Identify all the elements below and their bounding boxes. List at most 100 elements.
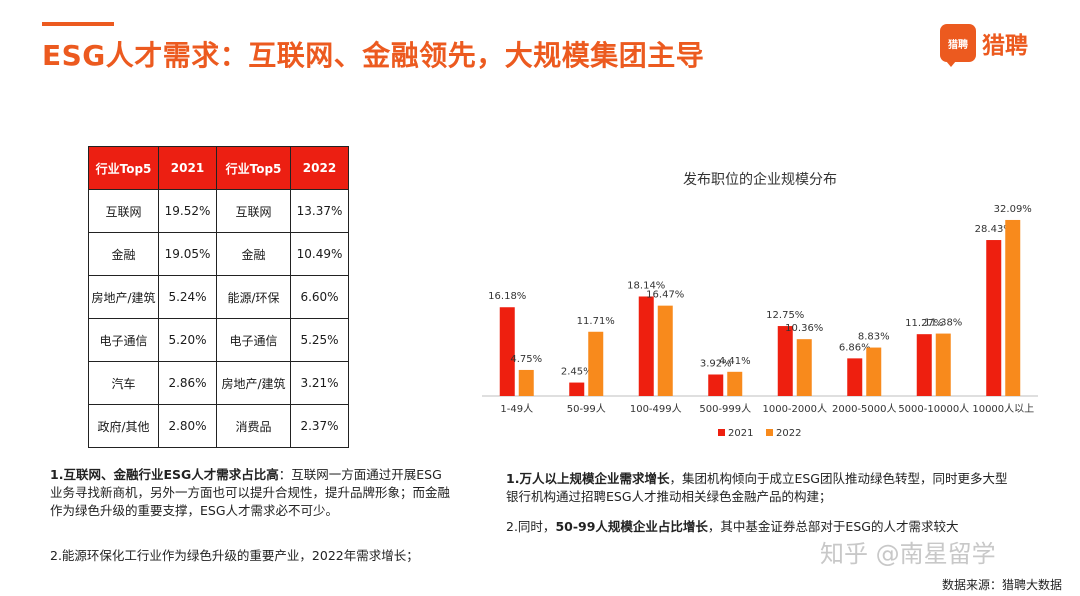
x-tick-label: 1-49人 (500, 403, 533, 415)
bar-2021 (499, 307, 515, 396)
bar-data-label: 11.38% (924, 318, 962, 329)
table-cell: 19.05% (158, 232, 217, 276)
table-cell: 能源/环保 (216, 275, 291, 319)
bar-2022 (1005, 219, 1021, 396)
table-header-cell: 行业Top5 (216, 146, 291, 190)
x-tick-label: 10000人以上 (972, 403, 1034, 415)
industry-top5-table: 行业Top5 2021 行业Top5 2022 互联网 19.52% 互联网 13.3… (88, 146, 349, 448)
bar-data-label: 4.75% (510, 354, 542, 365)
table-cell: 3.21% (290, 361, 349, 405)
table-cell: 政府/其他 (88, 404, 159, 448)
table-header-cell: 2022 (290, 146, 349, 190)
table-cell: 19.52% (158, 189, 217, 233)
table-cell: 10.49% (290, 232, 349, 276)
table-cell: 金融 (216, 232, 291, 276)
table-header-cell: 行业Top5 (88, 146, 159, 190)
liepin-logo-icon: 猎聘 (940, 24, 976, 67)
table-cell: 5.24% (158, 275, 217, 319)
table-body: 互联网 19.52% 互联网 13.37% 金融 19.05% 金融 10.49% 房地产/建筑… (88, 189, 349, 448)
table-row: 金融 19.05% 金融 10.49% (88, 232, 349, 276)
legend-label: 2022 (776, 428, 801, 439)
note-right-1-text: ，集团机构倾向于成立ESG团队推动绿色转型，同时更多大型银行机构通过招聘ESG人… (506, 471, 1008, 504)
title-accent-bar (42, 22, 114, 26)
bar-data-label: 11.71% (577, 316, 615, 327)
table-cell: 2.80% (158, 404, 217, 448)
x-tick-label: 100-499人 (630, 403, 682, 415)
bar-2021 (777, 326, 793, 396)
note-left-1-text: ：互联网一方面通过开展ESG业务寻找新商机，另外一方面也可以提升合规性，提升品牌… (50, 467, 451, 518)
table-cell: 汽车 (88, 361, 159, 405)
table-cell: 13.37% (290, 189, 349, 233)
bar-2022 (935, 333, 951, 396)
legend-swatch-2022 (766, 429, 773, 436)
note-left-1: 1.互联网、金融行业ESG人才需求占比高：互联网一方面通过开展ESG业务寻找新商… (50, 466, 450, 520)
watermark: 知乎 @南星留学 (820, 540, 996, 568)
note-right-2-text: ，其中基金证券总部对于ESG的人才需求较大 (707, 519, 959, 534)
bar-2021 (847, 358, 863, 396)
bar-2021 (916, 334, 932, 396)
table-cell: 2.37% (290, 404, 349, 448)
bar-2022 (588, 331, 604, 396)
bar-2021 (638, 296, 654, 396)
table-header-row: 行业Top5 2021 行业Top5 2022 (88, 146, 349, 190)
chart-title: 发布职位的企业规模分布 (683, 171, 837, 188)
bar-data-label: 11.27% (905, 318, 943, 329)
bar-2021 (569, 382, 585, 396)
bar-2022 (796, 339, 812, 396)
legend-swatch-2021 (718, 429, 725, 436)
bar-data-label: 2.45% (561, 367, 593, 378)
bar-data-label: 6.86% (839, 342, 871, 353)
table-cell: 金融 (88, 232, 159, 276)
bar-data-label: 10.36% (785, 323, 823, 334)
bar-data-label: 18.14% (627, 280, 665, 291)
brand-name: 猎聘 (982, 33, 1028, 59)
bar-data-label: 8.83% (858, 332, 890, 343)
bar-data-label: 3.92% (700, 358, 732, 369)
table-row: 政府/其他 2.80% 消费品 2.37% (88, 404, 349, 448)
bar-2021 (986, 240, 1002, 396)
bar-data-label: 16.18% (488, 291, 526, 302)
x-tick-label: 2000-5000人 (832, 403, 897, 415)
brand-logo: 猎聘 猎聘 (940, 24, 1028, 67)
bar-2021 (708, 374, 724, 396)
table-header-cell: 2021 (158, 146, 217, 190)
company-size-bar-chart: 发布职位的企业规模分布 16.18% 4.75% 1-49人 2.45% 11.71% 50… (482, 171, 1038, 439)
bar-2022 (866, 347, 882, 396)
x-tick-label: 50-99人 (567, 403, 606, 415)
table-row: 房地产/建筑 5.24% 能源/环保 6.60% (88, 275, 349, 319)
table-cell: 电子通信 (88, 318, 159, 362)
table-cell: 房地产/建筑 (88, 275, 159, 319)
x-tick-label: 5000-10000人 (898, 403, 969, 415)
table-cell: 5.25% (290, 318, 349, 362)
bar-data-label: 32.09% (994, 204, 1032, 215)
table-cell: 消费品 (216, 404, 291, 448)
note-left-2: 2.能源环保化工行业作为绿色升级的重要产业，2022年需求增长； (50, 548, 419, 563)
page-title: ESG人才需求：互联网、金融领先，大规模集团主导 (42, 39, 705, 72)
table-cell: 5.20% (158, 318, 217, 362)
note-right-2-bold: 50-99人规模企业占比增长 (555, 519, 708, 534)
table-cell: 互联网 (216, 189, 291, 233)
bar-data-label: 28.43% (975, 224, 1013, 235)
note-right-2: 2.同时，50-99人规模企业占比增长，其中基金证券总部对于ESG的人才需求较大 (506, 518, 1016, 536)
legend-label: 2021 (728, 428, 753, 439)
bar-2022 (727, 371, 743, 396)
data-source: 数据来源：猎聘大数据 (941, 578, 1062, 592)
table-cell: 房地产/建筑 (216, 361, 291, 405)
x-tick-label: 1000-2000人 (762, 403, 827, 415)
note-right-1: 1.万人以上规模企业需求增长，集团机构倾向于成立ESG团队推动绿色转型，同时更多… (506, 470, 1016, 506)
bar-2022 (657, 305, 673, 396)
table-row: 电子通信 5.20% 电子通信 5.25% (88, 318, 349, 362)
table-cell: 2.86% (158, 361, 217, 405)
table-row: 汽车 2.86% 房地产/建筑 3.21% (88, 361, 349, 405)
note-right-2-pre: 2.同时， (506, 519, 556, 534)
note-right-1-bold: 1.万人以上规模企业需求增长 (506, 471, 670, 486)
x-tick-label: 500-999人 (699, 403, 751, 415)
table-cell: 电子通信 (216, 318, 291, 362)
bar-2022 (518, 369, 534, 396)
bar-data-label: 12.75% (766, 310, 804, 321)
bar-data-label: 4.41% (719, 356, 751, 367)
table-cell: 互联网 (88, 189, 159, 233)
table-cell: 6.60% (290, 275, 349, 319)
bar-data-label: 16.47% (646, 290, 684, 301)
note-left-1-bold: 1.互联网、金融行业ESG人才需求占比高 (50, 467, 279, 482)
